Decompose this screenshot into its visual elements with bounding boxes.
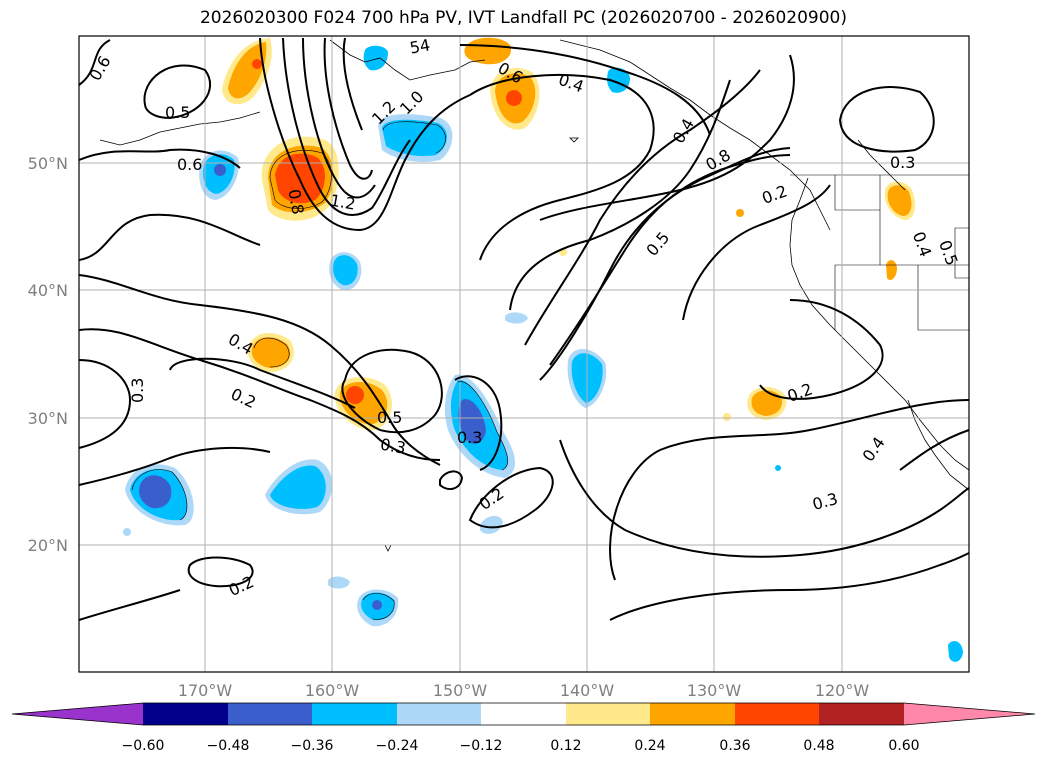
- contour-label: 0.5: [165, 103, 190, 122]
- contour-label: 0.3: [457, 428, 482, 447]
- map-border: [78, 35, 970, 673]
- borders: [790, 174, 970, 331]
- lat-label-50n: 50°N: [28, 154, 68, 173]
- colorbar-tick-label: 0.36: [719, 738, 750, 754]
- colorbar-tick-label: −0.48: [207, 738, 250, 754]
- contour-label: 1.2: [329, 191, 357, 214]
- lon-label-120w: 120°W: [815, 681, 870, 700]
- colorbar-tick-label: 0.48: [803, 738, 834, 754]
- lon-label-130w: 130°W: [687, 681, 742, 700]
- pv-contours: [78, 37, 970, 621]
- colorbar-outline: [11, 702, 1036, 726]
- colorbar-segment: [904, 703, 1035, 725]
- lon-label-170w: 170°W: [178, 681, 233, 700]
- colorbar-tick-label: 0.24: [634, 738, 665, 754]
- lon-label-140w: 140°W: [560, 681, 615, 700]
- colorbar-segment: [650, 703, 735, 725]
- colorbar-segment: [566, 703, 650, 725]
- contour-label: 0.3: [128, 378, 147, 403]
- positive-anomaly-115w-48n: [884, 181, 916, 280]
- graticule: [79, 36, 969, 672]
- colorbar-tick-label: 0.60: [888, 738, 919, 754]
- colorbar-tick-label: −0.24: [376, 738, 419, 754]
- colorbar-segment: [819, 703, 904, 725]
- colorbar-segment: [312, 703, 397, 725]
- colorbar-tick-label: −0.36: [291, 738, 334, 754]
- lat-label-30n: 30°N: [28, 409, 68, 428]
- positive-anomaly-147w-56n: [464, 37, 540, 130]
- colorbar-segment: [12, 703, 143, 725]
- contour-label: 0.3: [890, 153, 915, 172]
- colorbar: −0.60 −0.48 −0.36 −0.24 −0.12 0.12 0.24 …: [11, 702, 1036, 754]
- longitude-labels: 170°W 160°W 150°W 140°W 130°W 120°W: [178, 681, 870, 700]
- negative-anomaly-161w-25n: [265, 459, 333, 515]
- colorbar-segment: [735, 703, 819, 725]
- negative-anomaly-155w-51n: [363, 45, 453, 162]
- positive-anomaly-167w-58n: [222, 38, 272, 105]
- negative-anomaly-159w-42n: [329, 252, 362, 291]
- contour-label: 54: [408, 35, 431, 57]
- map-title: 2026020300 F024 700 hPa PV, IVT Landfall…: [199, 8, 847, 28]
- map-panel: 0.5 0.6 0.8 1.2 1.2 1.0 0.4 0.6 0.4 0.8 …: [78, 35, 970, 673]
- colorbar-tick-label: −0.60: [122, 738, 165, 754]
- colorbar-ticks: −0.60 −0.48 −0.36 −0.24 −0.12 0.12 0.24 …: [122, 738, 920, 754]
- contour-label: 0.5: [377, 408, 402, 427]
- colorbar-segment: [143, 703, 228, 725]
- lat-label-20n: 20°N: [28, 536, 68, 555]
- lon-label-150w: 150°W: [433, 681, 488, 700]
- negative-anomaly-168w-24n: [125, 464, 194, 526]
- lon-label-160w: 160°W: [305, 681, 360, 700]
- latitude-labels: 50°N 40°N 30°N 20°N: [28, 154, 68, 555]
- colorbar-tick-label: 0.12: [550, 738, 581, 754]
- colorbar-segment: [228, 703, 312, 725]
- anomaly-outlines: [131, 121, 509, 620]
- contour-label: 0.6: [177, 155, 202, 174]
- contour-label: 0.3: [379, 435, 407, 458]
- lat-label-40n: 40°N: [28, 281, 68, 300]
- colorbar-tick-label: −0.12: [460, 738, 503, 754]
- colorbar-segment: [481, 703, 566, 725]
- colorbar-segment: [397, 703, 481, 725]
- negative-anomaly-158w-15n: [357, 589, 399, 627]
- contour-label: 0.8: [284, 188, 307, 216]
